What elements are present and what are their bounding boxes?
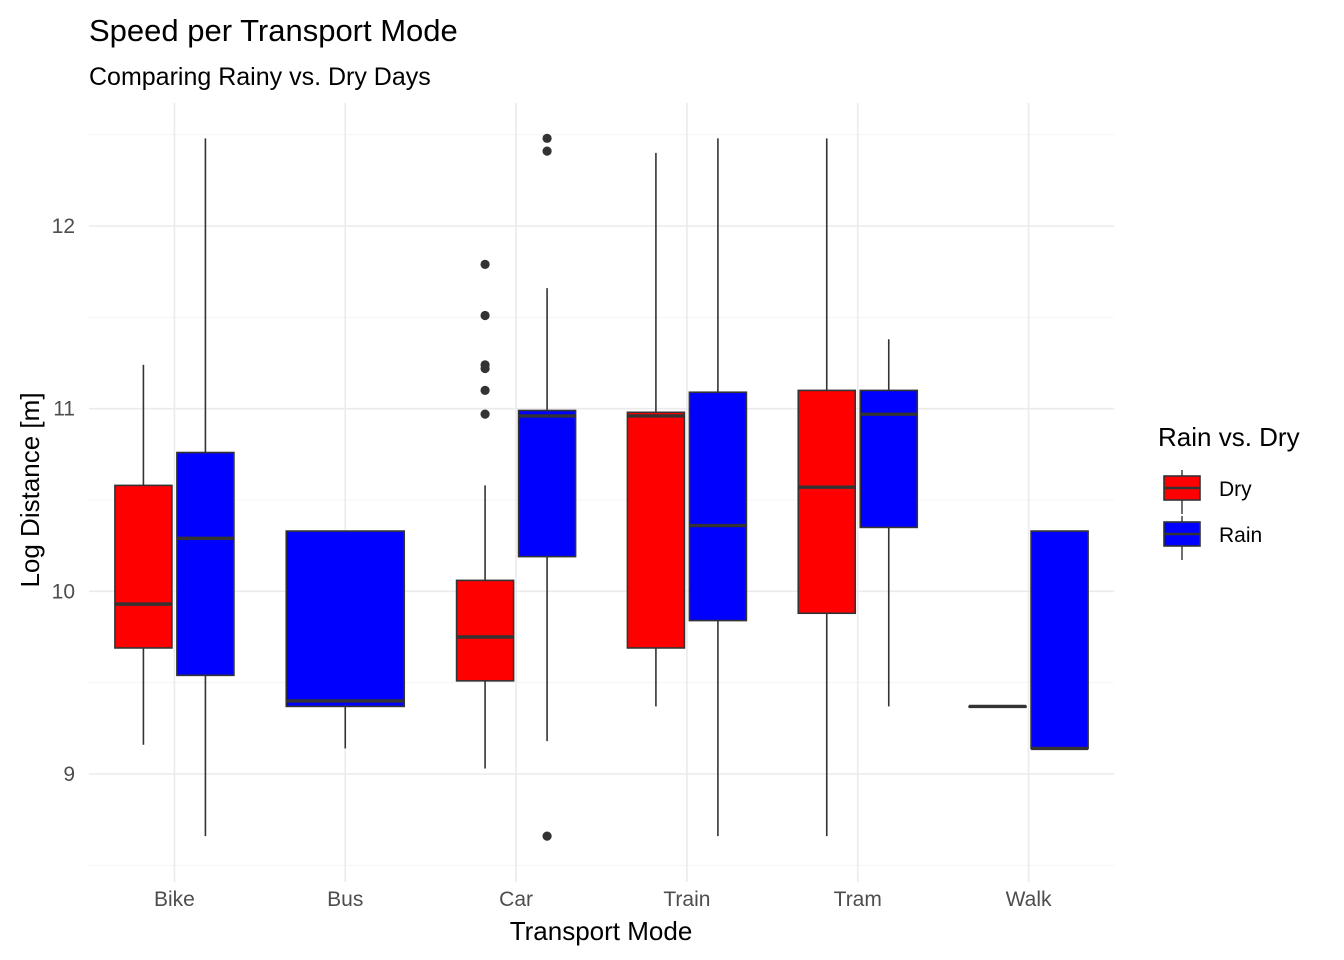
x-tick-label: Walk [1006,888,1052,911]
boxes [114,133,1089,841]
box-dry-bike [114,364,173,745]
outlier-point [542,133,552,143]
legend-label: Rain [1219,524,1262,547]
legend: Rain vs. Dry Dry Rain [1158,422,1300,560]
y-axis-ticks: 9 10 11 12 [52,215,75,786]
chart-title: Speed per Transport Mode [89,13,458,48]
y-tick-label: 11 [53,398,75,421]
outlier-point [480,310,490,321]
box-iqr [859,389,919,529]
box-iqr [797,389,857,615]
box-rain-car [517,133,577,841]
x-tick-label: Tram [834,888,882,911]
x-axis-title: Transport Mode [510,916,693,946]
y-tick-label: 10 [52,580,75,603]
x-tick-label: Bike [154,888,195,911]
x-axis-ticks: Bike Bus Car Train Tram Walk [154,888,1052,911]
box-rain-bus [285,530,406,749]
grid [89,103,1114,882]
y-tick-label: 12 [52,215,75,238]
legend-title: Rain vs. Dry [1158,422,1300,452]
box-dry-walk [968,704,1027,709]
box-rain-walk [1030,530,1089,751]
box-iqr [285,530,406,708]
outlier-point [480,409,490,419]
box-iqr [176,451,235,677]
outlier-point [542,831,552,841]
box-dry-car [455,259,515,769]
outlier-point [480,385,490,395]
box-rain-train [688,138,748,837]
box-iqr [455,579,515,682]
box-rain-tram [859,339,919,707]
outlier-point [542,146,552,156]
box-rain-bike [176,138,235,837]
box-iqr [688,391,748,622]
box-iqr [626,411,686,649]
y-axis-title: Log Distance [m] [15,392,45,587]
legend-label: Dry [1219,478,1252,501]
outlier-point [480,360,490,370]
chart-subtitle: Comparing Rainy vs. Dry Days [89,63,431,91]
x-tick-label: Train [663,888,710,911]
x-tick-label: Bus [327,888,363,911]
x-tick-label: Car [499,888,533,911]
y-tick-label: 9 [63,763,75,786]
box-iqr [114,484,173,649]
box-dry-train [626,152,686,707]
outlier-point [480,259,490,269]
box-dry-tram [797,138,857,837]
box-iqr [517,409,577,558]
box-iqr [1030,530,1089,750]
